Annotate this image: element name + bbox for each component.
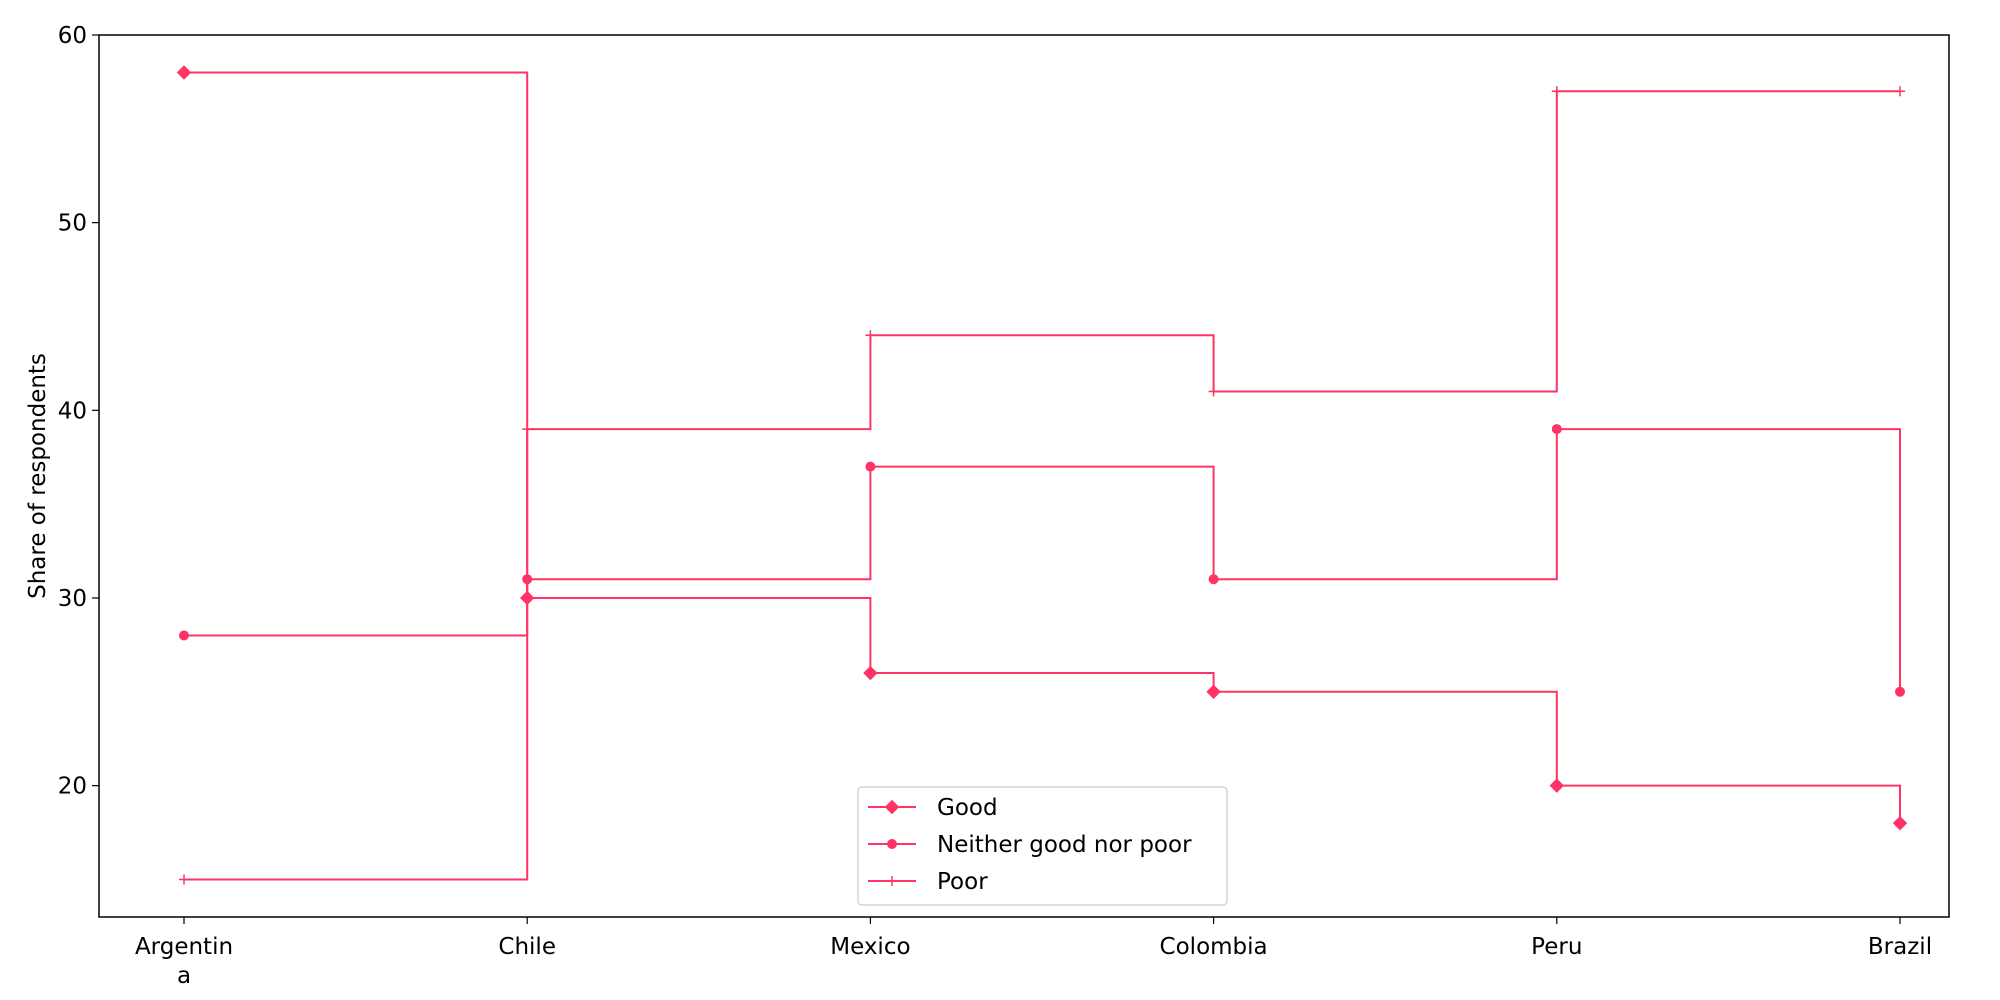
y-axis: 20 30 40 50 60 (58, 23, 99, 800)
x-tick-label: Argentin (135, 934, 233, 960)
data-point-circle (865, 461, 876, 472)
data-point-diamond (863, 665, 878, 681)
y-tick-label: 60 (58, 23, 87, 49)
y-tick-label: 30 (58, 586, 87, 612)
data-point-plus (1208, 386, 1219, 397)
y-tick-label: 20 (58, 774, 87, 800)
x-tick-label: Colombia (1160, 934, 1268, 960)
data-point-plus (522, 424, 533, 435)
data-point-diamond (1549, 778, 1565, 793)
series-layer (176, 65, 1908, 885)
x-tick-label: Mexico (830, 934, 910, 960)
plot-frame (98, 34, 1950, 918)
x-tick-label: a (177, 963, 191, 989)
legend-label: Good (937, 795, 998, 821)
data-point-diamond (1206, 684, 1221, 700)
legend: Good Neither good nor poor Poor (857, 786, 1228, 906)
data-point-circle (1551, 424, 1562, 435)
x-tick-label: Brazil (1868, 934, 1932, 960)
x-tick-label: Peru (1531, 934, 1582, 960)
series-line (184, 428, 1901, 692)
data-point-circle (1208, 574, 1219, 585)
x-tick-label: Chile (498, 934, 556, 960)
data-point-plus (865, 330, 876, 341)
legend-item: Poor (868, 869, 988, 895)
data-point-circle (1895, 686, 1905, 697)
legend-box (857, 786, 1228, 906)
legend-marker-plus (887, 876, 897, 886)
legend-label: Poor (937, 869, 988, 895)
data-point-diamond (1892, 815, 1908, 831)
y-tick-label: 50 (58, 211, 87, 237)
legend-marker-diamond (884, 799, 900, 815)
data-point-plus (179, 874, 189, 885)
series-line (184, 90, 1900, 881)
series-line (184, 71, 1901, 824)
legend-item: Neither good nor poor (868, 832, 1192, 858)
series-neither-good-nor-poor (179, 424, 1905, 697)
data-point-plus (1551, 86, 1562, 97)
series-good (176, 65, 1908, 831)
y-axis-label: Share of respondents (25, 353, 51, 599)
x-axis: Argentin a Chile Mexico Colombia Peru Brazil (135, 917, 1932, 989)
legend-item: Good (868, 795, 998, 821)
series-poor (179, 86, 1905, 885)
legend-label: Neither good nor poor (937, 832, 1192, 858)
legend-marker-circle (887, 839, 897, 849)
data-point-diamond (176, 65, 192, 80)
data-point-plus (1895, 86, 1905, 97)
data-point-circle (179, 630, 189, 641)
y-tick-label: 40 (58, 398, 87, 424)
